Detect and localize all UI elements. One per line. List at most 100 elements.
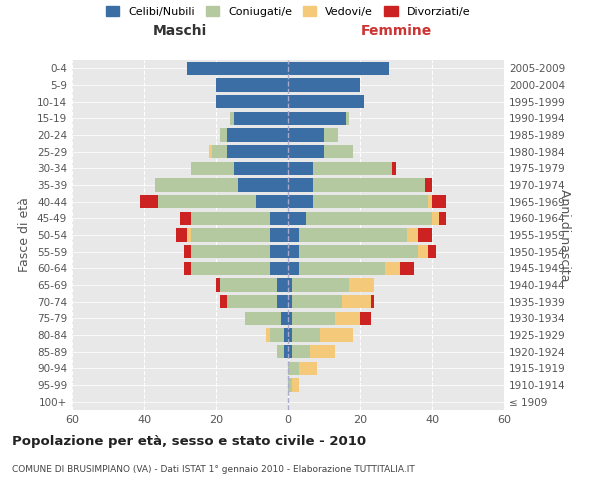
Bar [392, 162, 396, 175]
Bar [385, 262, 400, 275]
Bar [288, 78, 360, 92]
Bar [277, 278, 288, 291]
Bar [284, 345, 288, 358]
Bar [324, 128, 338, 141]
Bar [270, 228, 288, 241]
Bar [191, 228, 270, 241]
Bar [400, 262, 414, 275]
Bar [288, 162, 313, 175]
Bar [187, 62, 288, 75]
Bar [191, 245, 270, 258]
Bar [209, 145, 212, 158]
Bar [346, 112, 349, 125]
Bar [216, 95, 288, 108]
Y-axis label: Fasce di età: Fasce di età [19, 198, 31, 272]
Bar [288, 145, 324, 158]
Text: Popolazione per età, sesso e stato civile - 2010: Popolazione per età, sesso e stato civil… [12, 435, 366, 448]
Bar [245, 312, 281, 325]
Bar [216, 78, 288, 92]
Bar [191, 212, 270, 225]
Bar [292, 312, 335, 325]
Bar [299, 245, 418, 258]
Bar [292, 278, 349, 291]
Bar [256, 195, 288, 208]
Bar [288, 245, 299, 258]
Bar [313, 162, 392, 175]
Bar [284, 328, 288, 342]
Bar [299, 228, 407, 241]
Bar [220, 128, 227, 141]
Bar [277, 295, 288, 308]
Bar [371, 295, 374, 308]
Bar [288, 178, 313, 192]
Text: COMUNE DI BRUSIMPIANO (VA) - Dati ISTAT 1° gennaio 2010 - Elaborazione TUTTITALI: COMUNE DI BRUSIMPIANO (VA) - Dati ISTAT … [12, 465, 415, 474]
Bar [230, 112, 234, 125]
Bar [227, 145, 288, 158]
Bar [299, 362, 317, 375]
Bar [310, 345, 335, 358]
Bar [288, 228, 299, 241]
Y-axis label: Anni di nascita: Anni di nascita [558, 188, 571, 281]
Bar [288, 128, 324, 141]
Bar [155, 178, 238, 192]
Bar [320, 328, 353, 342]
Bar [227, 128, 288, 141]
Bar [313, 178, 425, 192]
Bar [270, 245, 288, 258]
Bar [418, 228, 432, 241]
Bar [306, 212, 432, 225]
Bar [220, 278, 277, 291]
Bar [292, 328, 320, 342]
Bar [407, 228, 418, 241]
Bar [288, 278, 292, 291]
Bar [428, 245, 436, 258]
Bar [176, 228, 187, 241]
Bar [216, 278, 220, 291]
Bar [266, 328, 270, 342]
Bar [227, 295, 277, 308]
Bar [288, 195, 313, 208]
Bar [324, 145, 353, 158]
Bar [418, 245, 428, 258]
Bar [288, 312, 292, 325]
Bar [187, 228, 191, 241]
Bar [234, 162, 288, 175]
Bar [184, 262, 191, 275]
Bar [313, 195, 428, 208]
Bar [288, 62, 389, 75]
Text: Maschi: Maschi [153, 24, 207, 38]
Bar [342, 295, 371, 308]
Bar [288, 362, 299, 375]
Bar [288, 345, 292, 358]
Bar [360, 312, 371, 325]
Bar [270, 328, 284, 342]
Bar [270, 212, 288, 225]
Bar [425, 178, 432, 192]
Bar [140, 195, 158, 208]
Bar [191, 262, 270, 275]
Bar [158, 195, 256, 208]
Bar [288, 328, 292, 342]
Text: Femmine: Femmine [361, 24, 431, 38]
Bar [281, 312, 288, 325]
Bar [432, 195, 446, 208]
Bar [191, 162, 234, 175]
Bar [349, 278, 374, 291]
Bar [212, 145, 227, 158]
Bar [277, 345, 284, 358]
Bar [184, 245, 191, 258]
Bar [288, 212, 306, 225]
Bar [288, 378, 292, 392]
Bar [428, 195, 432, 208]
Bar [432, 212, 439, 225]
Bar [220, 295, 227, 308]
Bar [180, 212, 191, 225]
Bar [288, 262, 299, 275]
Bar [234, 112, 288, 125]
Bar [292, 295, 342, 308]
Bar [292, 378, 299, 392]
Bar [270, 262, 288, 275]
Bar [238, 178, 288, 192]
Legend: Celibi/Nubili, Coniugati/e, Vedovi/e, Divorziati/e: Celibi/Nubili, Coniugati/e, Vedovi/e, Di… [103, 2, 473, 20]
Bar [335, 312, 360, 325]
